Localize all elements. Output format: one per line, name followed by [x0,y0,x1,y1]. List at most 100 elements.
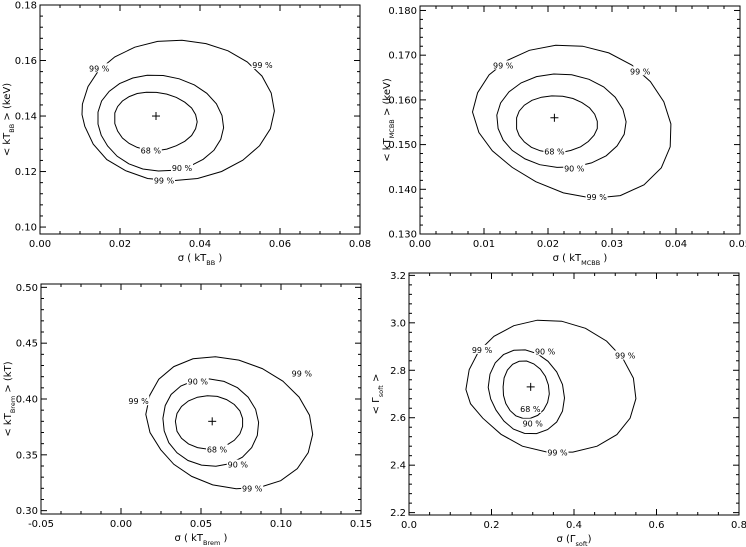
contour-label-bg [88,63,111,73]
contour-label-bg [629,66,652,76]
y-tick-label: 0.140 [388,185,417,196]
contour-label-bg [614,350,637,360]
y-tick-label: 2.2 [390,508,406,519]
contour-label: 68 % [141,147,162,156]
x-tick-label: -0.05 [28,519,54,530]
contour-label-bg [519,403,542,413]
y-tick-label: 2.8 [390,366,406,377]
contour-label-bg [139,145,162,155]
contour-label-bg [153,175,175,185]
x-tick-label: 0.05 [729,239,746,250]
y-tick-label: 0.18 [15,1,37,12]
y-tick-label: 2.4 [390,461,406,472]
y-tick-label: 0.12 [15,167,37,178]
contour-line [81,39,275,182]
plot-frame [40,283,362,515]
contour-label: 99 % [493,61,514,70]
y-tick-label: 0.160 [388,95,417,106]
contour-label: 90 % [564,165,585,174]
contour-label: 90 % [188,378,209,387]
y-axis-label: < kTMCBB > (keV) [382,78,396,162]
y-tick-label: 0.180 [388,6,417,17]
panel-1: 0.00 0.02 0.04 0.06 0.08 0.10 0.12 0.14 0.16 0.18… [2,1,371,268]
x-tick-label: 0.00 [110,519,132,530]
y-tick-label: 2.6 [390,413,406,424]
y-axis-label: < kTBrem > (kT) [3,361,17,436]
panel-4: 0.0 0.2 0.4 0.6 0.8 2.2 2.4 2.6 2.8 3.0 3.2 σ (Γsof… [371,271,746,547]
x-axis-label: σ (Γsoft) [557,534,592,547]
x-tick-label: 0.06 [269,239,291,250]
contour-label: 90 % [535,347,556,356]
contour-line [465,319,637,453]
contour-label: 68 % [207,445,228,454]
x-tick-label: 0.8 [731,520,746,531]
contour-label: 99 % [128,397,149,406]
x-tick-label: 0.00 [29,239,51,250]
y-tick-label: 0.16 [15,56,37,67]
contour-label-bg [471,344,494,354]
y-tick-label: 0.40 [16,395,38,406]
contour-line [471,44,672,199]
contour-label-bg [534,346,557,356]
contour-label: 90 % [523,420,544,429]
contour-label: 99 % [89,64,110,73]
plot-frame [419,5,741,235]
x-tick-label: 0.01 [473,239,495,250]
x-tick-label: 0.02 [109,239,131,250]
contour-label: 99 % [630,67,651,76]
x-tick-label: 0.04 [665,239,687,250]
x-tick-label: 0.15 [350,519,372,530]
contour-label: 99 % [586,193,607,202]
x-tick-label: 0.00 [409,239,431,250]
x-tick-label: 0.0 [401,520,417,531]
contour-line [145,356,314,490]
x-tick-label: 0.08 [349,239,371,250]
y-axis-label: < Γsoft > [371,374,385,415]
contour-label: 90 % [228,461,249,470]
contour-label-bg [492,60,515,70]
contour-label-bg [186,376,209,386]
contour-label: 99 % [252,61,273,70]
x-tick-label: 0.10 [270,519,292,530]
contour-line [487,349,566,435]
plot-frame [408,272,740,516]
contour-line [516,95,598,154]
y-tick-label: 0.170 [388,51,417,62]
plot-frame [39,4,361,235]
contour-label: 99 % [615,352,636,361]
y-tick-label: 0.35 [16,450,38,461]
x-axis-label: σ ( kTBrem ) [175,533,228,547]
y-tick-label: 0.150 [388,140,417,151]
contour-label: 68 % [544,148,565,157]
contour-label: 99 % [242,484,263,493]
y-tick-label: 0.130 [388,230,417,241]
contour-label: 90 % [172,164,193,173]
contour-line [97,74,225,172]
y-tick-label: 0.45 [16,339,38,350]
contour-label: 99 % [472,346,493,355]
contour-label-bg [290,368,313,378]
contour-label-bg [206,444,228,454]
contour-line [174,395,244,450]
y-tick-label: 0.10 [15,223,37,234]
x-tick-label: 0.05 [190,519,212,530]
contour-label-bg [226,459,249,469]
contour-label-bg [171,163,193,173]
x-tick-label: 0.03 [601,239,623,250]
x-tick-label: 0.4 [566,520,582,531]
panel-2: 0.00 0.01 0.02 0.03 0.04 0.05 0.130 0.140 0.150 0… [382,5,746,267]
contour-label-bg [543,146,566,156]
contour-label-bg [127,396,150,406]
contour-label-bg [251,59,274,69]
y-tick-label: 3.2 [390,271,406,282]
x-tick-label: 0.04 [189,239,211,250]
x-axis-label: σ ( kTMCBB ) [553,253,608,267]
y-tick-label: 0.50 [16,283,38,294]
contour-label: 99 % [154,176,175,185]
panel-3: -0.05 0.00 0.05 0.10 0.15 0.30 0.35 0.40 0.45 0.5… [3,283,372,547]
contour-line [496,73,627,168]
contour-line [502,360,550,419]
x-tick-label: 0.6 [649,520,665,531]
x-tick-label: 0.2 [484,520,500,531]
